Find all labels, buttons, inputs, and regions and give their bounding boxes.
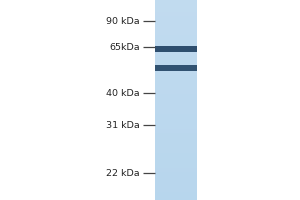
Text: 22 kDa: 22 kDa bbox=[106, 168, 140, 178]
Text: 40 kDa: 40 kDa bbox=[106, 88, 140, 98]
Bar bbox=[155, 46, 196, 52]
Text: 90 kDa: 90 kDa bbox=[106, 17, 140, 25]
Bar bbox=[155, 65, 196, 71]
Text: 65kDa: 65kDa bbox=[109, 43, 140, 51]
Text: 31 kDa: 31 kDa bbox=[106, 120, 140, 130]
